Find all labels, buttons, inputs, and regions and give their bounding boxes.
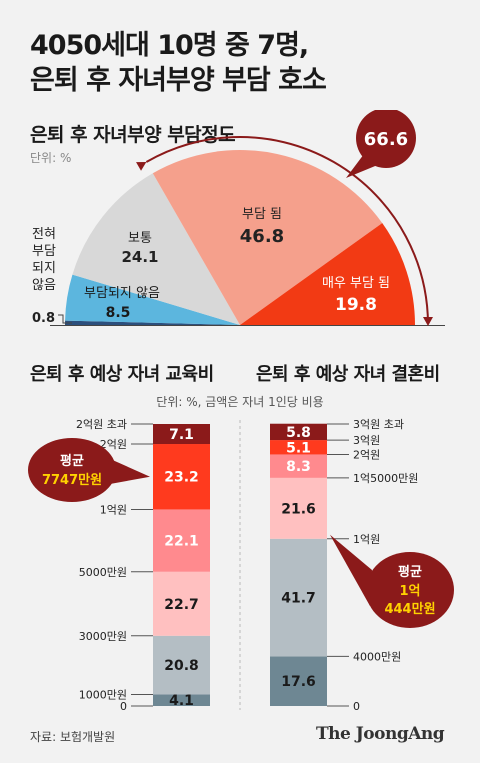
callout-badge [356, 110, 416, 168]
slice-0-label-line-2: 되지 [32, 261, 56, 276]
wedding-bar-segment-0 [270, 656, 327, 706]
education-bar-value-1: 20.8 [164, 658, 199, 674]
education-cost-chart-title: 은퇴 후 예상 자녀 교육비 [30, 364, 214, 385]
education-tick-label-3: 5000만원 [79, 566, 127, 579]
wedding-average-pointer [330, 534, 372, 606]
pie-slice-3 [152, 149, 383, 325]
headline-line-2: 은퇴 후 자녀부양 부담 호소 [30, 65, 327, 96]
wedding-average-label: 평균 [398, 564, 422, 580]
education-bar-segment-5 [153, 424, 210, 445]
callout-arc [145, 136, 429, 325]
wedding-tick-label-3: 1억5000만원 [353, 472, 418, 485]
headline-line-1: 4050세대 10명 중 7명, [30, 30, 309, 61]
wedding-bar-value-4: 5.1 [286, 440, 311, 456]
education-bar-segment-1 [153, 635, 210, 695]
wedding-bar-value-0: 17.6 [281, 674, 316, 690]
pie-slice-4 [240, 223, 415, 325]
support-burden-chart-unit: 단위: % [30, 151, 72, 165]
slice-3-label: 부담 됨 [242, 207, 282, 222]
education-tick-label-6: 2억원 초과 [76, 418, 127, 431]
education-bar-value-4: 23.2 [164, 470, 199, 486]
education-tick-label-0: 0 [120, 700, 127, 713]
cost-stacked-bar-charts: 4.120.822.722.123.27.101000만원3000만원5000만… [28, 418, 454, 713]
cost-charts-unit: 단위: %, 금액은 자녀 1인당 비용 [156, 395, 324, 409]
brand-logo: The JoongAng [316, 724, 445, 744]
wedding-bar-value-3: 8.3 [286, 459, 311, 475]
education-bar-value-3: 22.1 [164, 534, 199, 550]
slice-0-value: 0.8 [32, 311, 55, 326]
education-tick-label-1: 1000만원 [79, 688, 127, 701]
wedding-bar-segment-3 [270, 454, 327, 478]
wedding-tick-label-1: 4000만원 [353, 650, 401, 663]
slice-0-leader [58, 314, 72, 324]
pie-slice-1 [65, 274, 240, 325]
wedding-average-value-line-0: 1억 [399, 584, 420, 599]
slice-2-label: 보통 [128, 231, 152, 246]
support-burden-chart-title: 은퇴 후 자녀부양 부담정도 [30, 124, 236, 146]
education-average-label: 평균 [60, 453, 84, 469]
education-tick-label-2: 3000만원 [79, 630, 127, 643]
headline: 4050세대 10명 중 7명, 은퇴 후 자녀부양 부담 호소 [30, 28, 327, 98]
source-note: 자료: 보험개발원 [30, 730, 116, 744]
wedding-tick-label-0: 0 [353, 700, 360, 713]
slice-0-label-line-1: 부담 [32, 244, 56, 259]
wedding-bar-value-2: 21.6 [281, 501, 316, 517]
wedding-cost-chart-title: 은퇴 후 예상 자녀 결혼비 [256, 364, 440, 385]
slice-4-value: 19.8 [335, 295, 377, 315]
wedding-tick-label-6: 3억원 초과 [353, 418, 404, 431]
wedding-tick-label-4: 2억원 [353, 448, 380, 461]
slice-4-label: 매우 부담 됨 [322, 276, 390, 291]
slice-0-label-line-3: 않음 [32, 278, 56, 293]
education-bar-value-5: 7.1 [169, 427, 194, 443]
education-tick-label-5: 2억원 [100, 438, 127, 451]
callout-arrow-left [136, 161, 147, 171]
wedding-bar-segment-2 [270, 477, 327, 539]
education-average-pointer [108, 458, 150, 484]
wedding-tick-label-5: 3억원 [353, 434, 380, 447]
wedding-bar-value-1: 41.7 [281, 591, 316, 607]
slice-1-value: 8.5 [106, 305, 131, 321]
slice-2-value: 24.1 [121, 248, 158, 266]
wedding-average-badge [366, 552, 454, 628]
wedding-average-value-line-1: 444만원 [384, 601, 435, 617]
wedding-bar-segment-1 [270, 538, 327, 657]
slice-0-label-line-0: 전혀 [32, 227, 56, 242]
wedding-bar-value-5: 5.8 [286, 425, 311, 441]
education-bar-value-2: 22.7 [164, 597, 199, 613]
pie-slice-2 [72, 173, 240, 325]
slice-3-value: 46.8 [240, 226, 284, 247]
pie-slice-0 [65, 320, 240, 325]
education-tick-label-4: 1억원 [100, 503, 127, 516]
education-bar-segment-2 [153, 571, 210, 636]
education-bar-segment-4 [153, 444, 210, 510]
callout-badge-tail [346, 154, 380, 178]
education-average-badge [28, 438, 116, 502]
slice-1-label: 부담되지 않음 [84, 286, 160, 301]
callout-arrow-right [422, 317, 433, 327]
wedding-bar-segment-4 [270, 440, 327, 455]
callout-value: 66.6 [364, 129, 408, 150]
education-bar-segment-3 [153, 509, 210, 572]
wedding-tick-label-2: 1억원 [353, 533, 380, 546]
education-average-value: 7747만원 [42, 472, 102, 488]
education-bar-segment-0 [153, 694, 210, 706]
wedding-bar-segment-5 [270, 423, 327, 441]
education-bar-value-0: 4.1 [169, 693, 194, 709]
